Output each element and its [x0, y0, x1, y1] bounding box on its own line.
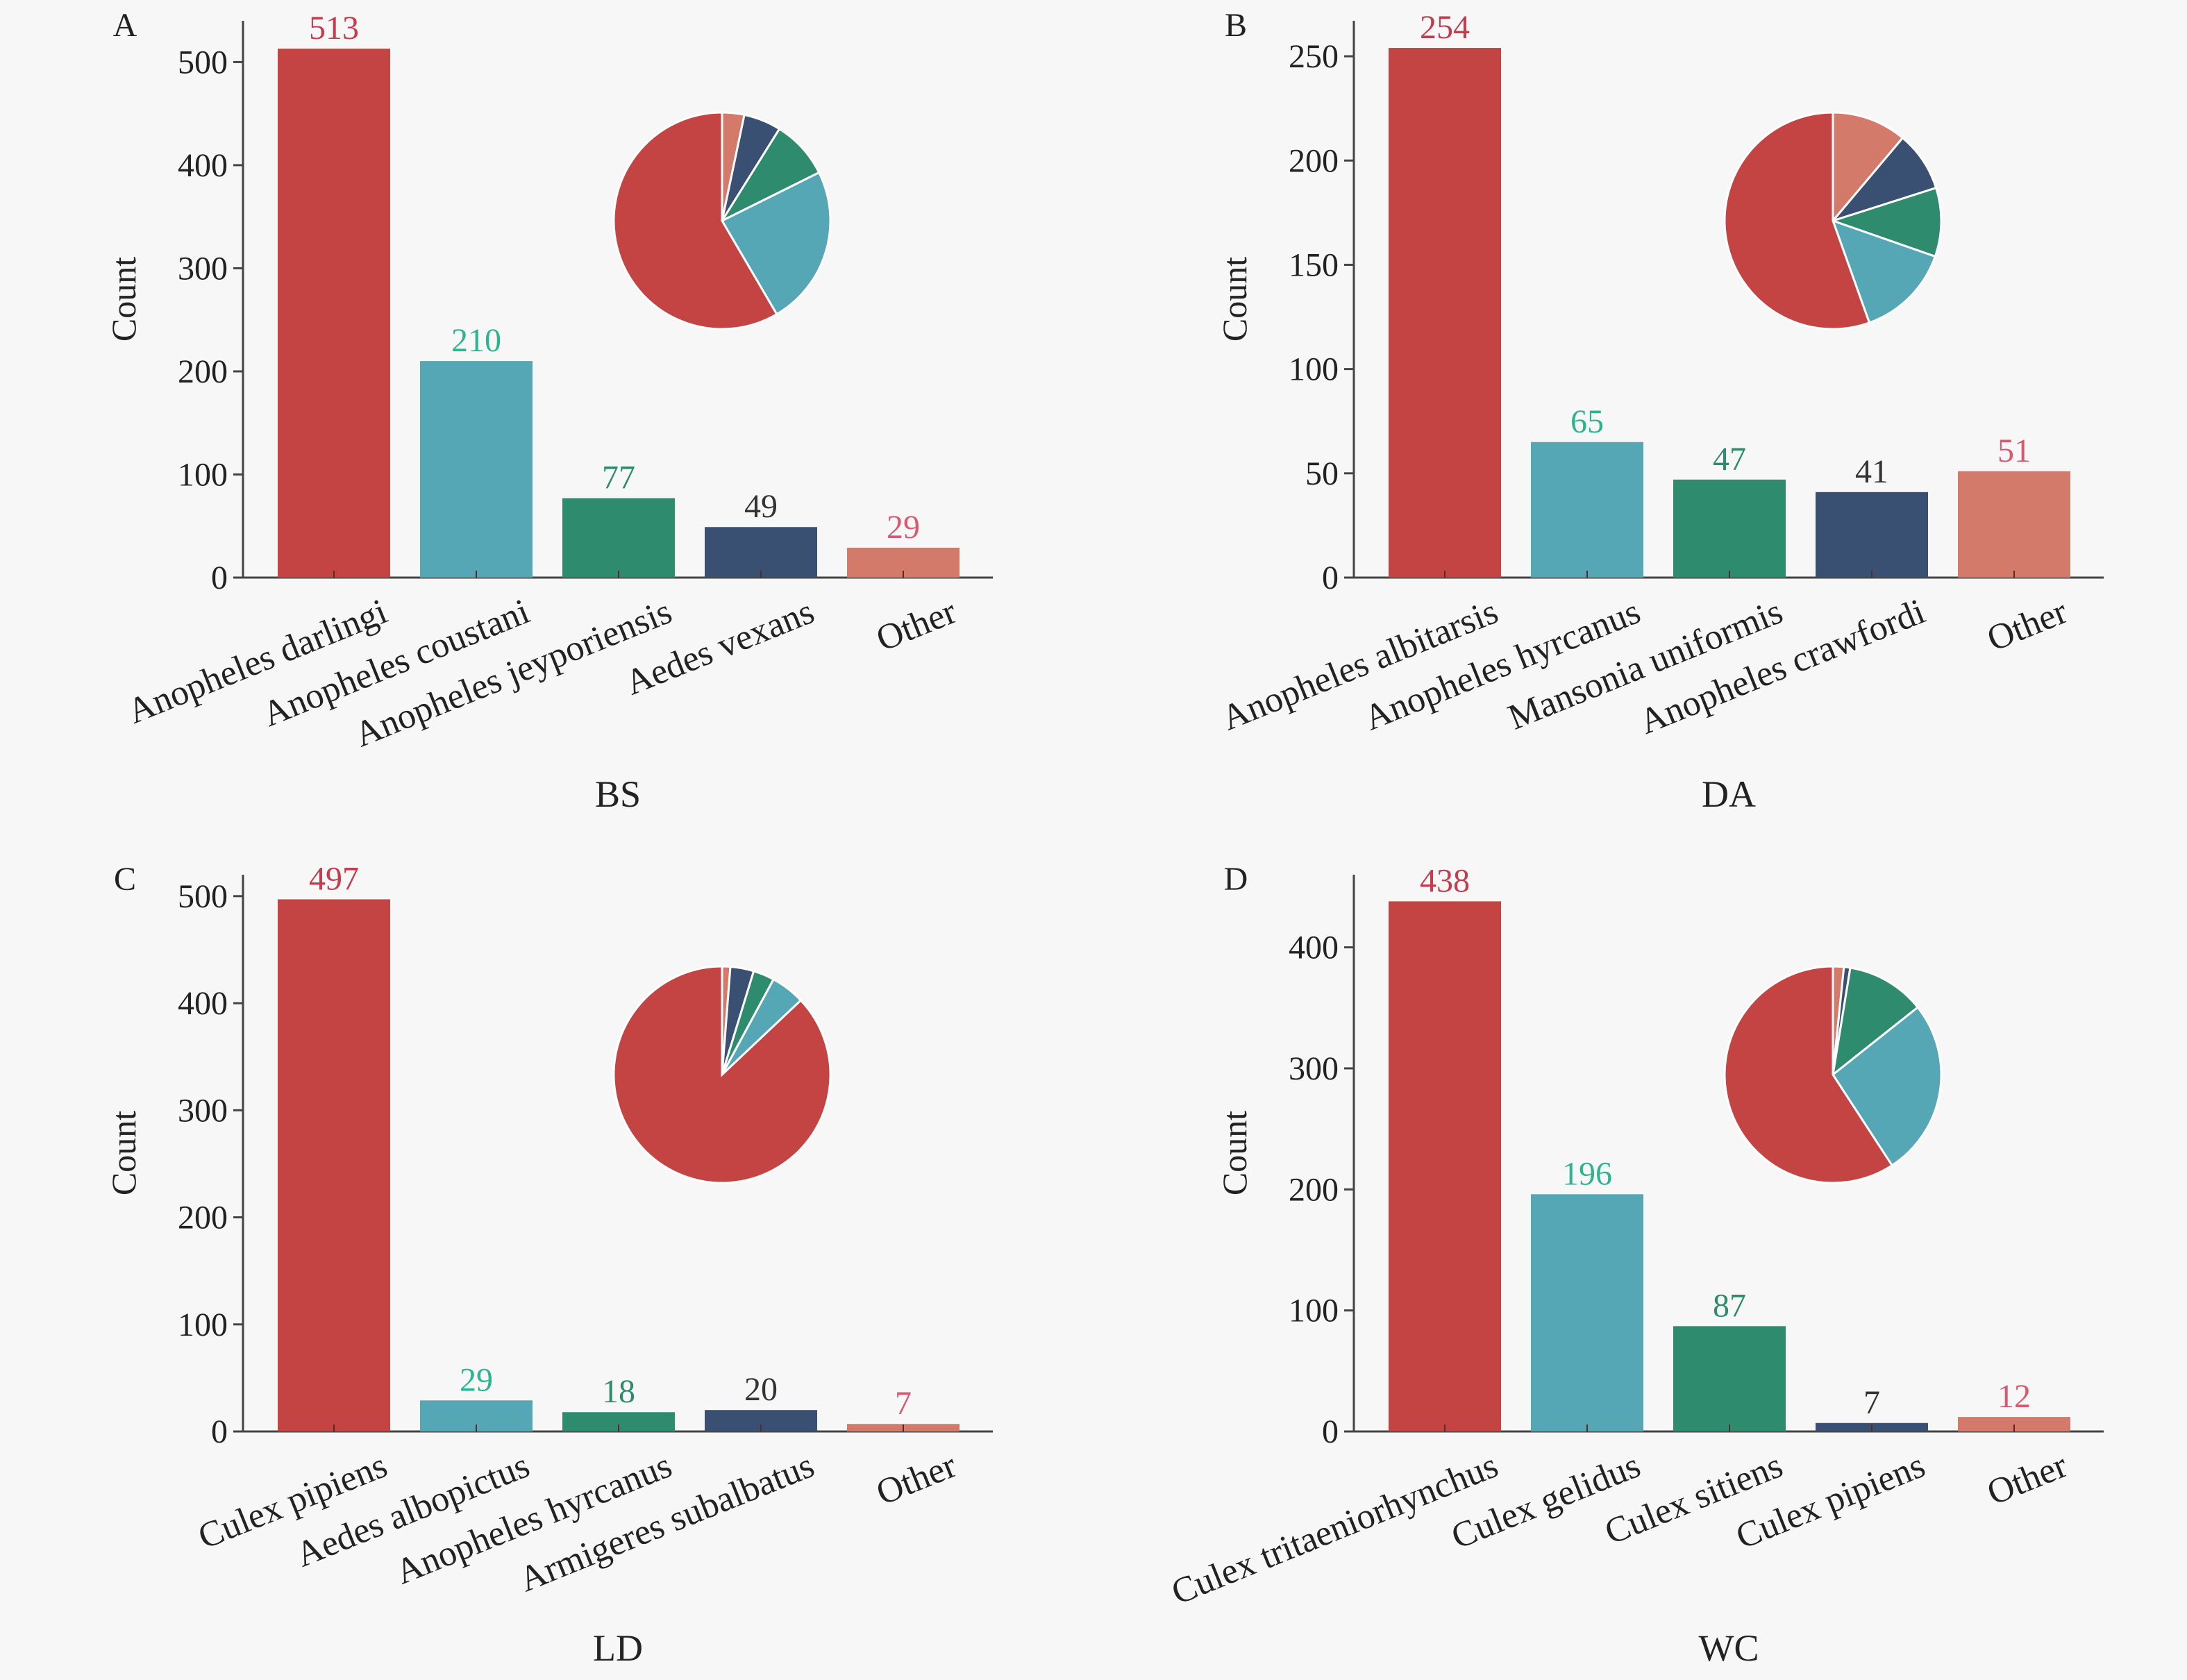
- y-tick-label: 400: [178, 147, 228, 184]
- category-label: Other: [1981, 591, 2072, 659]
- site-label: DA: [1702, 773, 1756, 815]
- bar: [705, 527, 817, 578]
- category-label: Other: [1981, 1445, 2072, 1513]
- bar-value-label: 47: [1713, 441, 1746, 478]
- pie-slice: [1829, 186, 1943, 258]
- y-tick-label: 200: [1289, 142, 1339, 179]
- bar-value-label: 29: [887, 509, 920, 546]
- y-tick-label: 200: [178, 1200, 228, 1236]
- bar: [1673, 479, 1786, 578]
- site-label: BS: [595, 773, 641, 815]
- y-axis-title: Count: [1215, 257, 1254, 342]
- y-tick-label: 50: [1305, 455, 1339, 492]
- y-tick-label: 400: [1289, 930, 1339, 966]
- y-tick-label: 100: [178, 1307, 228, 1343]
- y-tick-label: 150: [1289, 246, 1339, 283]
- y-tick-label: 100: [1289, 1293, 1339, 1329]
- bar-value-label: 513: [309, 10, 359, 47]
- y-axis-title: Count: [1215, 1111, 1254, 1195]
- y-tick-label: 500: [178, 878, 228, 915]
- site-label: WC: [1699, 1627, 1759, 1669]
- y-axis-title: Count: [104, 1111, 143, 1195]
- y-tick-label: 100: [1289, 351, 1339, 388]
- bar-value-label: 12: [1997, 1378, 2031, 1415]
- pie-slice: [612, 111, 778, 330]
- pie-slice: [1829, 136, 1938, 224]
- y-tick-label: 100: [178, 456, 228, 493]
- pie-slice: [1831, 1005, 1943, 1167]
- y-tick-label: 200: [1289, 1171, 1339, 1208]
- bar: [278, 49, 390, 578]
- bar: [1816, 492, 1928, 578]
- bar-value-label: 196: [1562, 1155, 1612, 1192]
- y-tick-label: 500: [178, 44, 228, 81]
- bar-value-label: 18: [602, 1373, 635, 1410]
- y-tick-label: 0: [1322, 560, 1339, 596]
- bar-value-label: 29: [460, 1361, 493, 1398]
- y-tick-label: 300: [1289, 1050, 1339, 1087]
- bar-value-label: 497: [309, 860, 359, 897]
- bar-value-label: 7: [1863, 1384, 1880, 1421]
- panel-letter: A: [113, 7, 137, 44]
- y-axis-title: Count: [104, 257, 143, 342]
- bar-value-label: 7: [895, 1385, 912, 1422]
- bar: [1389, 901, 1501, 1431]
- bar: [1673, 1326, 1786, 1431]
- bar-value-label: 77: [602, 460, 635, 496]
- pie-slice: [1831, 219, 1937, 324]
- y-tick-label: 250: [1289, 38, 1339, 75]
- bar-value-label: 438: [1420, 862, 1470, 899]
- bar-value-label: 87: [1713, 1287, 1746, 1324]
- bar: [1531, 442, 1643, 578]
- panel-letter: B: [1225, 7, 1247, 44]
- bar: [278, 899, 390, 1431]
- pie-slice: [612, 965, 832, 1184]
- bar: [1958, 1417, 2070, 1431]
- pie-slice: [720, 171, 832, 316]
- bar: [562, 498, 675, 578]
- bar-value-label: 20: [744, 1371, 778, 1408]
- bar-value-label: 41: [1855, 453, 1888, 490]
- y-tick-label: 300: [178, 1092, 228, 1129]
- bar: [1389, 48, 1501, 578]
- bar-value-label: 210: [451, 322, 501, 359]
- y-tick-label: 200: [178, 353, 228, 390]
- panel-letter: C: [114, 861, 136, 898]
- pie-slice: [719, 127, 821, 224]
- pie-slice: [1723, 111, 1871, 330]
- y-tick-label: 0: [1322, 1413, 1339, 1450]
- bar: [1958, 471, 2070, 578]
- bar: [420, 361, 533, 578]
- category-label: Other: [871, 591, 962, 659]
- category-label: Other: [871, 1445, 962, 1513]
- bar-value-label: 65: [1570, 403, 1604, 440]
- pie-slice: [1832, 111, 1904, 224]
- pie-slice: [1723, 965, 1894, 1184]
- panel-letter: D: [1224, 861, 1248, 898]
- y-tick-label: 400: [178, 985, 228, 1022]
- pie-slice: [1831, 966, 1920, 1077]
- y-tick-label: 300: [178, 250, 228, 287]
- bar: [1531, 1194, 1643, 1431]
- bar-value-label: 49: [744, 488, 778, 525]
- site-label: LD: [593, 1627, 643, 1669]
- y-tick-label: 0: [211, 1413, 228, 1450]
- bar-value-label: 254: [1420, 9, 1470, 46]
- y-tick-label: 0: [211, 560, 228, 596]
- bar-value-label: 51: [1997, 432, 2031, 469]
